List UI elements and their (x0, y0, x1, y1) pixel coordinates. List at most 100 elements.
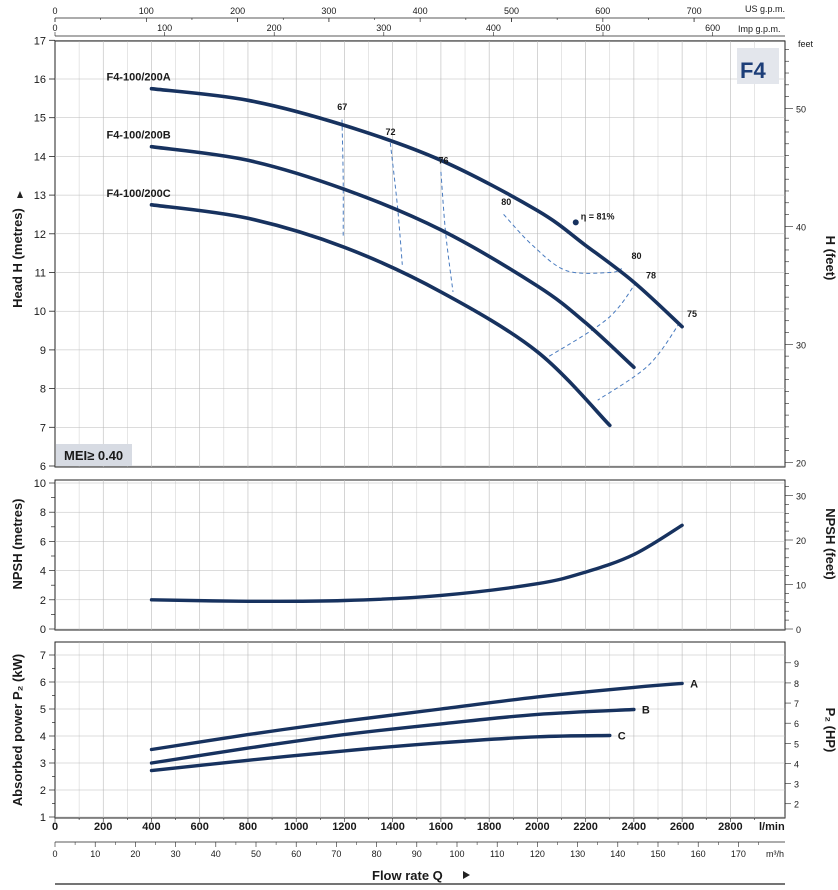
model-badge: F4 (740, 58, 766, 83)
power-curve-labels: A B C (618, 678, 698, 742)
head-curve-label: F4-100/200C (106, 188, 170, 200)
power-hp-tick-label: 6 (794, 719, 799, 729)
npsh-y-tick-label: 4 (40, 566, 46, 578)
head-curve-labels: F4-100/200A F4-100/200B F4-100/200C (106, 72, 170, 200)
power-hp-tick-label: 2 (794, 800, 799, 810)
power-y-ticks: 1 2 3 4 5 6 7 (40, 650, 55, 824)
efficiency-line-67 (341, 119, 344, 238)
m3h-tick-label: 160 (691, 849, 706, 859)
efficiency-label: 76 (439, 155, 449, 165)
us-gpm-tick-label: 600 (595, 6, 610, 16)
imp-gpm-tick-label: 200 (267, 23, 282, 33)
power-curve-label: C (618, 730, 626, 742)
head-feet-tick-label: 50 (796, 104, 806, 114)
head-y-tick-label: 8 (40, 384, 46, 396)
head-y-tick-label: 15 (34, 113, 46, 125)
head-feet-tick-label: 30 (796, 340, 806, 350)
m3h-unit: m³/h (766, 849, 784, 859)
power-curve-b (149, 707, 636, 765)
m3h-tick-label: 90 (412, 849, 422, 859)
npsh-y-tick-label: 0 (40, 624, 46, 636)
m3h-tick-label: 130 (570, 849, 585, 859)
power-y-tick-label: 6 (40, 677, 46, 689)
mei-badge: MEI≥ 0.40 (64, 448, 123, 463)
m3h-tick-label: 150 (650, 849, 665, 859)
head-y-tick-label: 12 (34, 229, 46, 241)
power-y-tick-label: 3 (40, 758, 46, 770)
power-y-tick-label: 1 (40, 812, 46, 824)
head-curve-f4-100-200a (149, 86, 684, 329)
power-hp-tick-label: 5 (794, 739, 799, 749)
head-y-tick-label: 10 (34, 306, 46, 318)
lmin-unit: l/min (759, 821, 785, 833)
head-curve-f4-100-200b (149, 144, 636, 370)
mei-badge-bg (56, 444, 132, 466)
lmin-tick-label: 0 (52, 821, 58, 833)
bottom-axes: 0 200 400 600 800 1000 1200 1400 1600 1800 2000 220… (52, 818, 785, 885)
head-y-tick-label: 7 (40, 422, 46, 434)
npsh-curve (149, 523, 684, 604)
lmin-tick-label: 2000 (525, 821, 549, 833)
m3h-tick-label: 120 (530, 849, 545, 859)
power-hp-tick-label: 9 (794, 659, 799, 669)
efficiency-lines (341, 119, 681, 401)
head-feet-tick-label: 40 (796, 222, 806, 232)
power-curve-label: B (642, 705, 650, 717)
us-gpm-tick-label: 100 (139, 6, 154, 16)
efficiency-label: 72 (385, 127, 395, 137)
m3h-tick-label: 70 (331, 849, 341, 859)
us-gpm-tick-label: 0 (52, 6, 57, 16)
npsh-y-tick-label: 10 (34, 478, 46, 490)
power-hp-tick-label: 3 (794, 780, 799, 790)
head-curve-label: F4-100/200B (106, 130, 170, 142)
lmin-tick-label: 1600 (429, 821, 453, 833)
head-y-tick-label: 13 (34, 190, 46, 202)
m3h-tick-label: 60 (291, 849, 301, 859)
lmin-ticks: 0 200 400 600 800 1000 1200 1400 1600 1800 2000 220… (52, 818, 755, 833)
lmin-tick-label: 600 (191, 821, 209, 833)
npsh-feet-tick-label: 20 (796, 536, 806, 546)
power-hp-axis-title: P₂ (HP) (823, 708, 838, 753)
power-y-tick-label: 4 (40, 731, 46, 743)
npsh-panel: 0 2 4 6 8 10 0 10 20 30 NPSH (metres) NPSH (feet… (10, 478, 838, 636)
power-hp-tick-label: 8 (794, 679, 799, 689)
power-axis-title: Absorbed power P₂ (kW) (10, 654, 25, 806)
npsh-y-ticks: 0 2 4 6 8 10 (34, 478, 55, 636)
imp-gpm-unit: Imp g.p.m. (738, 24, 781, 34)
m3h-tick-label: 100 (449, 849, 464, 859)
power-hp-ticks: 2 3 4 5 6 7 8 9 (785, 659, 799, 810)
lmin-tick-label: 800 (239, 821, 257, 833)
efficiency-label: 80 (501, 197, 511, 207)
npsh-axis-title: NPSH (metres) (10, 498, 25, 589)
head-y-tick-label: 9 (40, 345, 46, 357)
head-feet-axis-title: H (feet) (823, 236, 838, 281)
flow-rate-title: Flow rate Q (372, 868, 443, 883)
us-gpm-tick-label: 200 (230, 6, 245, 16)
head-feet-tick-label: 20 (796, 458, 806, 468)
m3h-tick-label: 50 (251, 849, 261, 859)
head-panel-frame (54, 40, 786, 468)
m3h-tick-label: 80 (372, 849, 382, 859)
npsh-feet-tick-label: 0 (796, 625, 801, 635)
lmin-tick-label: 1400 (380, 821, 404, 833)
imp-gpm-tick-label: 400 (486, 23, 501, 33)
us-gpm-unit: US g.p.m. (745, 4, 785, 14)
head-feet-ticks: 20 30 40 50 (785, 49, 806, 468)
efficiency-label: 75 (687, 309, 697, 319)
power-panel-frame (54, 641, 786, 819)
imp-gpm-tick-label: 0 (52, 23, 57, 33)
efficiency-line-76 (440, 171, 454, 292)
efficiency-line-80 (503, 214, 623, 274)
npsh-panel-frame (54, 479, 786, 631)
lmin-tick-label: 1000 (284, 821, 308, 833)
head-axis-title: Head H (metres) (10, 208, 25, 308)
power-curves (149, 681, 684, 773)
npsh-feet-ticks: 0 10 20 30 (785, 486, 806, 635)
power-y-tick-label: 7 (40, 650, 46, 662)
us-gpm-ticks: 0 100 200 300 400 500 600 700 (52, 6, 702, 22)
us-gpm-tick-label: 400 (413, 6, 428, 16)
npsh-feet-axis-title: NPSH (feet) (823, 508, 838, 580)
power-y-tick-label: 5 (40, 704, 46, 716)
head-y-tick-label: 11 (35, 268, 46, 280)
